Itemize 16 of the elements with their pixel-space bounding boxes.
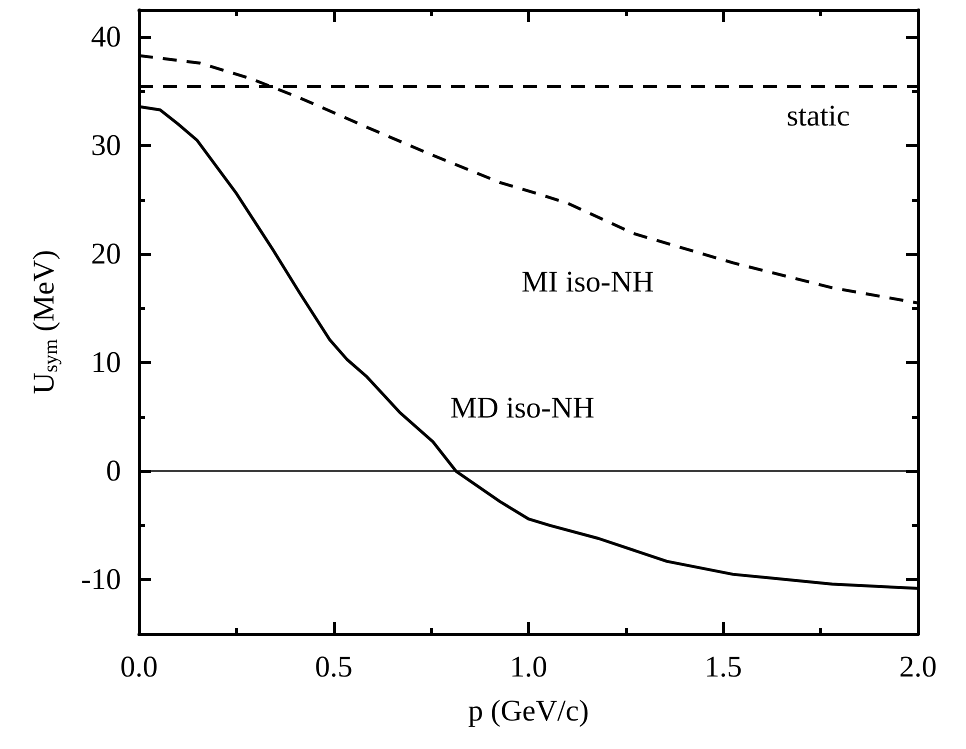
y-tick-label: 30 (91, 129, 121, 162)
y-tick-label: 10 (91, 346, 121, 380)
y-tick-label: 40 (91, 20, 121, 54)
x-tick-label: 0.5 (315, 650, 352, 684)
x-tick-label: 0.0 (120, 650, 158, 684)
annotation: MD iso-NH (450, 392, 594, 425)
annotation: MI iso-NH (521, 266, 654, 299)
y-tick-label: 0 (106, 454, 121, 488)
y-tick-label: -10 (81, 563, 121, 596)
annotation: static (786, 100, 850, 133)
x-axis-title: p (GeV/c) (468, 694, 589, 728)
y-tick-label: 20 (91, 238, 121, 271)
y-axis-title: Usym (MeV) (28, 250, 62, 394)
x-tick-label: 1.0 (510, 650, 548, 684)
x-tick-label: 1.5 (704, 650, 742, 684)
x-tick-label: 2.0 (899, 650, 937, 684)
